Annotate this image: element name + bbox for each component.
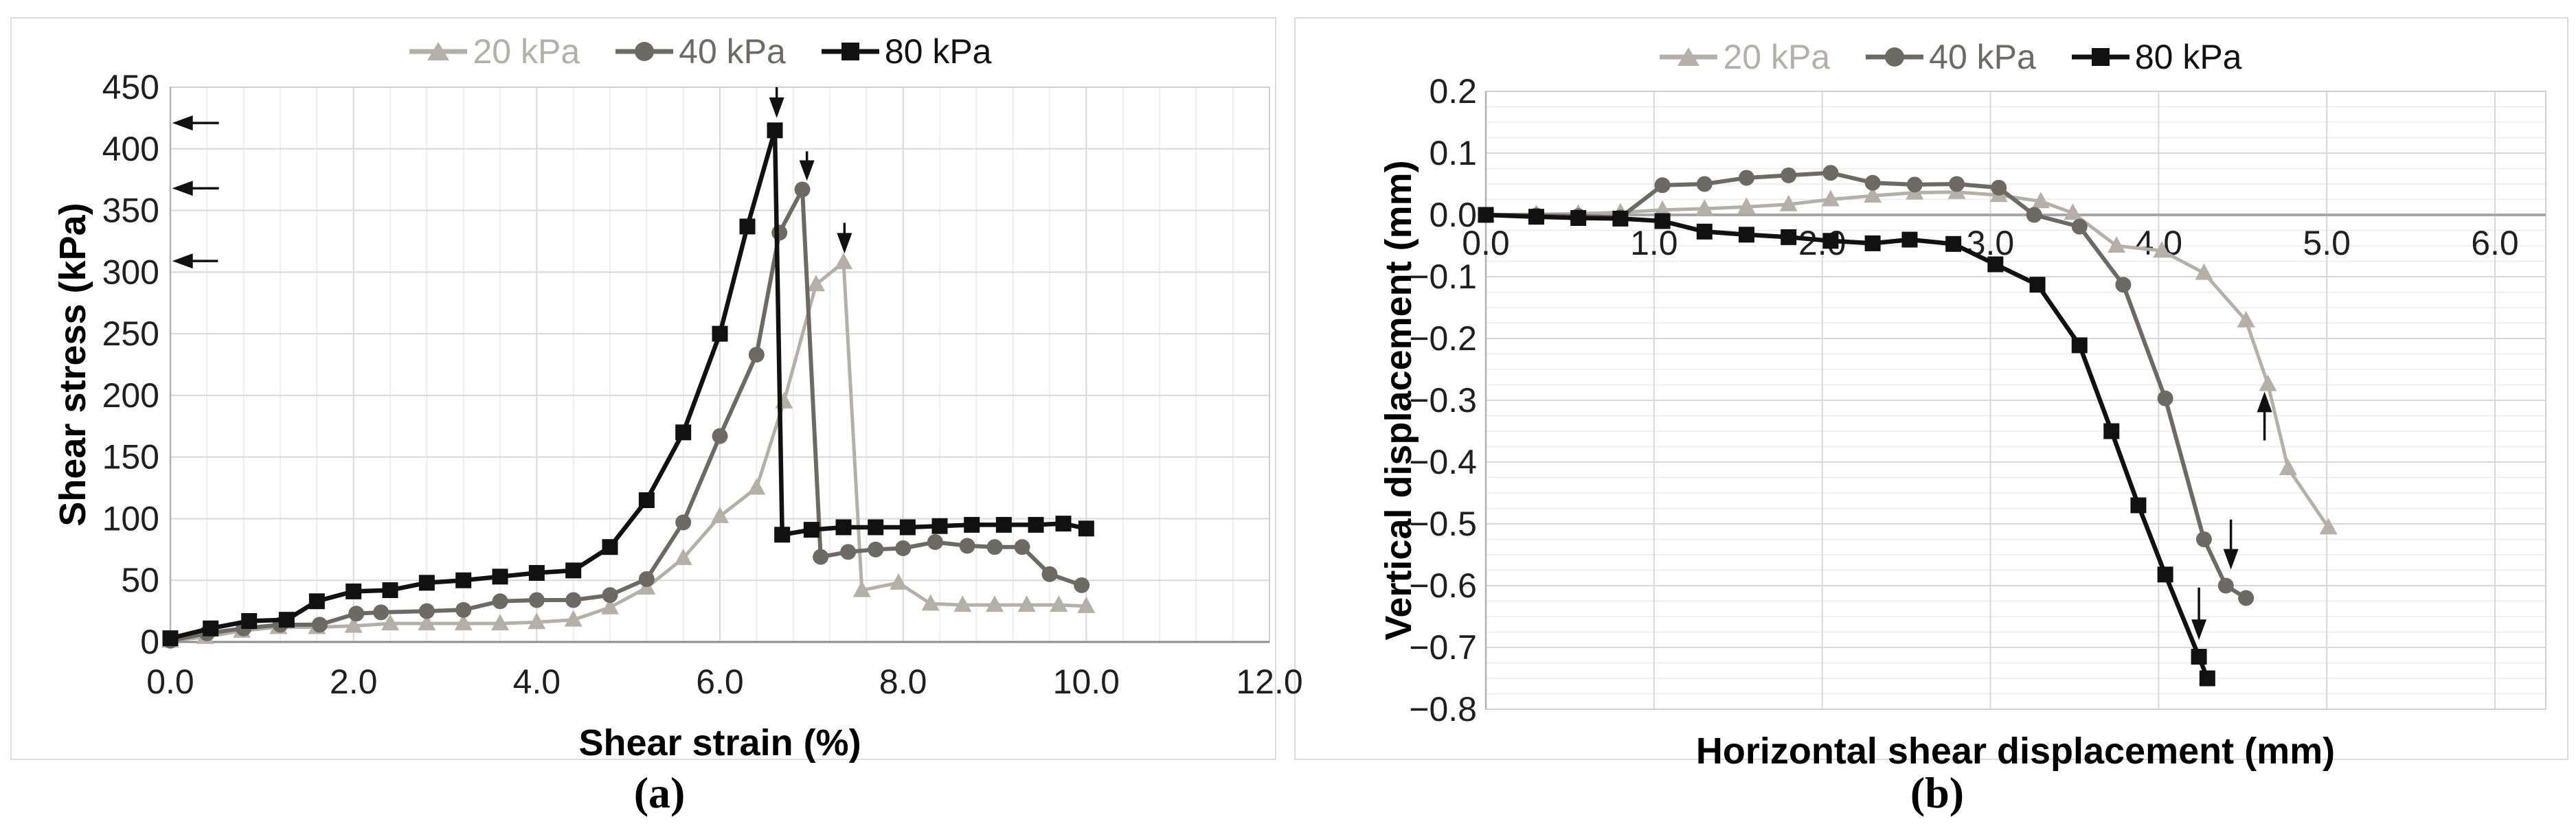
legend-label: 20 kPa <box>473 32 580 71</box>
circle-marker-icon <box>615 42 674 61</box>
legend-label: 20 kPa <box>1723 38 1831 76</box>
x-axis-title-b: Horizontal shear displacement (mm) <box>1695 731 2336 772</box>
legend-item-80kpa: 80 kPa <box>2071 37 2242 77</box>
square-marker-icon <box>2071 48 2129 66</box>
y-axis-title-b: Vertical displacement (mm) <box>1378 160 1419 641</box>
legend-label: 40 kPa <box>1929 38 2036 76</box>
legend-item-20kpa: 20 kPa <box>409 32 580 71</box>
caption-a: (a) <box>633 768 686 817</box>
legend-b: 20 kPa 40 kPa 80 kPa <box>1635 37 2267 77</box>
legend-item-80kpa: 80 kPa <box>821 32 992 71</box>
circle-marker-icon <box>1866 47 1924 67</box>
legend-label: 80 kPa <box>884 32 992 71</box>
legend-a: 20 kPa 40 kPa 80 kPa <box>385 32 1017 71</box>
y-axis-title-a: Shear stress (kPa) <box>52 203 93 527</box>
square-marker-icon <box>821 43 879 60</box>
legend-item-40kpa: 40 kPa <box>1866 37 2036 77</box>
legend-item-20kpa: 20 kPa <box>1660 37 1830 77</box>
legend-label: 40 kPa <box>679 32 786 71</box>
triangle-marker-icon <box>1660 47 1718 66</box>
legend-label: 80 kPa <box>2134 38 2242 76</box>
triangle-marker-icon <box>409 42 468 60</box>
legend-item-40kpa: 40 kPa <box>615 32 786 71</box>
chart-a-panel <box>10 17 1276 760</box>
x-axis-title-a: Shear strain (%) <box>578 722 861 763</box>
caption-b: (b) <box>1910 768 1965 817</box>
chart-b-panel <box>1294 17 2568 760</box>
